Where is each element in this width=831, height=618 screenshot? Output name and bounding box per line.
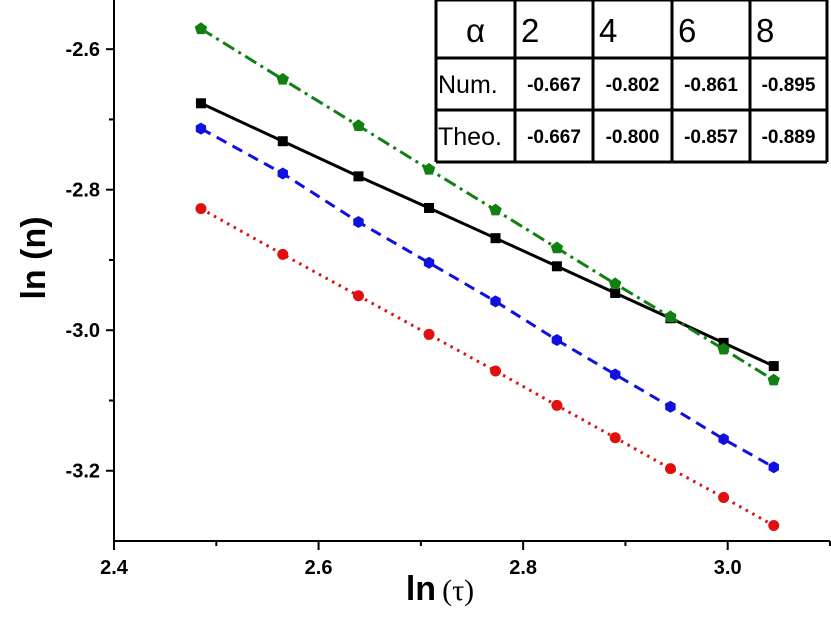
x-tick-label: 2.8 xyxy=(509,557,537,579)
y-tick-label: -2.8 xyxy=(66,180,100,202)
series-line xyxy=(200,27,775,382)
y-tick-label: -3.0 xyxy=(66,320,100,342)
table-header-cell: 2 xyxy=(521,12,539,49)
x-tick-label: 3.0 xyxy=(714,557,742,579)
data-point xyxy=(277,167,288,180)
data-point xyxy=(718,433,729,446)
x-axis-title-main: ln xyxy=(406,570,436,608)
x-tick-label: 2.6 xyxy=(305,557,333,579)
data-point xyxy=(195,98,206,109)
data-point xyxy=(768,361,779,372)
data-point xyxy=(195,122,207,135)
axes-layer: 2.4 2.6 2.8 3.0 -2.6 -2.8 -3.0 -3.2 xyxy=(66,0,831,579)
data-point xyxy=(768,461,779,474)
data-point xyxy=(353,216,364,229)
series-line xyxy=(200,127,775,469)
table-header-cell: 6 xyxy=(678,12,696,49)
table-header-alpha: α xyxy=(466,12,485,49)
data-point xyxy=(609,432,621,444)
data-point xyxy=(664,310,677,323)
x-axis-title-symbol: (τ) xyxy=(442,574,474,607)
y-tick-label: -3.2 xyxy=(66,461,100,483)
data-point xyxy=(277,136,288,147)
data-point xyxy=(490,295,501,308)
x-axis-title: ln (τ) xyxy=(406,570,474,608)
data-point xyxy=(490,365,502,377)
data-point xyxy=(610,368,621,381)
table-background xyxy=(436,0,827,162)
data-point xyxy=(550,241,564,254)
data-point xyxy=(489,203,502,216)
data-point xyxy=(610,287,621,298)
table-cell: -0.667 xyxy=(527,127,581,148)
table-row-label: Theo. xyxy=(438,123,502,151)
data-point xyxy=(551,261,562,272)
table-header-cell: 4 xyxy=(599,12,617,49)
x-tick-label: 2.4 xyxy=(100,557,129,579)
data-point xyxy=(352,290,364,302)
data-point xyxy=(665,400,676,413)
inset-table: α 2 4 6 8 Num. -0.667 -0.802 -0.861 -0.895 Theo. -0… xyxy=(434,0,829,164)
series-2 xyxy=(195,122,779,474)
data-point xyxy=(423,328,435,340)
table-cell: -0.895 xyxy=(762,75,816,96)
data-point xyxy=(767,373,780,386)
data-point xyxy=(664,463,676,475)
labels-layer: ln (n) ln (τ) xyxy=(15,216,474,608)
data-point xyxy=(422,162,436,175)
table-row-label: Num. xyxy=(438,71,498,99)
data-point xyxy=(352,119,365,132)
data-point xyxy=(424,202,435,213)
table-cell: -0.800 xyxy=(606,127,660,148)
series-line xyxy=(200,101,775,368)
table-cell: -0.857 xyxy=(684,127,738,148)
data-point xyxy=(423,256,435,269)
data-point xyxy=(194,22,208,35)
table-cell: -0.802 xyxy=(606,75,660,96)
data-point xyxy=(353,171,364,182)
data-point xyxy=(718,491,730,503)
series-3 xyxy=(195,203,780,532)
data-point xyxy=(609,277,622,290)
y-tick-label: -2.6 xyxy=(66,39,100,61)
y-axis-title: ln (n) xyxy=(15,216,53,299)
data-point xyxy=(277,248,289,260)
series-4 xyxy=(194,22,780,386)
table-cell: -0.889 xyxy=(762,127,816,148)
data-point xyxy=(551,334,563,347)
data-point xyxy=(768,520,780,532)
table-header-cell: 8 xyxy=(756,12,774,49)
table-cell: -0.861 xyxy=(684,75,738,96)
series-layer xyxy=(194,22,780,532)
data-point xyxy=(717,342,730,355)
table-cell: -0.667 xyxy=(527,75,581,96)
data-point xyxy=(195,203,207,215)
data-point xyxy=(490,233,501,244)
series-line xyxy=(200,207,775,527)
data-point xyxy=(551,399,563,411)
data-point xyxy=(276,72,289,85)
